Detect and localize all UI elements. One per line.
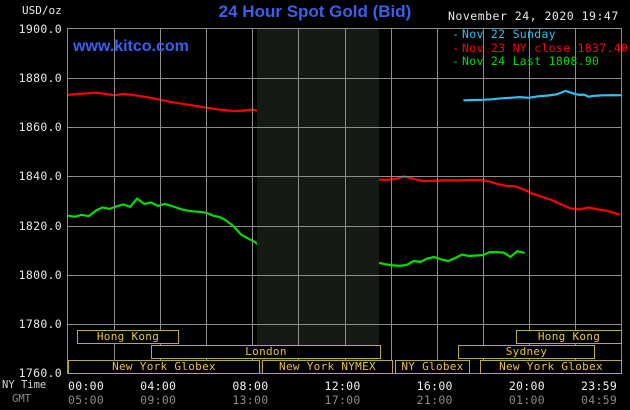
gmt-axis-label: GMT (12, 393, 31, 405)
y-tick-label: 1800.0 (18, 267, 62, 282)
gridline-vertical (298, 29, 299, 373)
x-tick-label-ny: 16:00 (416, 379, 453, 393)
gridline-horizontal (68, 176, 621, 177)
y-tick-label: 1820.0 (18, 218, 62, 233)
legend-swatch-icon: - (452, 27, 460, 41)
gridline-vertical (437, 29, 438, 373)
gridline-horizontal (68, 127, 621, 128)
session-bar-label: Hong Kong (96, 330, 160, 343)
chart-legend: - Nov 22 Sunday - Nov 23 NY close 1837.40- N… (452, 27, 629, 69)
session-bar-label: New York NYMEX (279, 360, 376, 373)
x-tick-label-ny: 00:00 (68, 379, 105, 393)
y-tick-label: 1900.0 (18, 22, 62, 36)
y-tick-label: 1780.0 (18, 316, 62, 331)
x-tick-label-gmt: 01:00 (508, 393, 545, 407)
session-bar (458, 345, 595, 359)
kitco-watermark: www.kitco.com (73, 38, 189, 55)
shaded-session-band (257, 29, 379, 373)
gridline-vertical (160, 29, 161, 373)
page-title: 24 Hour Spot Gold (Bid) (218, 2, 412, 21)
session-bar (262, 360, 393, 374)
x-tick-label-ny: 20:00 (508, 379, 545, 393)
session-bar (77, 330, 179, 344)
x-tick-label-gmt: 04:59 (581, 393, 618, 407)
gridline-vertical (575, 29, 576, 373)
series-line (463, 89, 621, 102)
session-bar (151, 345, 381, 359)
gridline-vertical (345, 29, 346, 373)
gridline-horizontal (68, 324, 621, 325)
session-bar-label: New York Globex (112, 360, 216, 373)
session-bar (516, 330, 622, 344)
x-tick-label-ny: 08:00 (232, 379, 269, 393)
gridline-horizontal (68, 275, 621, 276)
legend-item: - Nov 23 NY close 1837.40 (452, 40, 629, 56)
gridline-vertical (391, 29, 392, 373)
gridline-vertical (529, 29, 530, 373)
legend-item-label: Nov 23 NY close 1837.40 (462, 40, 629, 55)
session-bar-label: New York Globex (499, 360, 603, 373)
gridline-horizontal (68, 226, 621, 227)
x-tick-label-ny: 04:00 (140, 379, 177, 393)
gridline-vertical (252, 29, 253, 373)
y-tick-label: 1760.0 (18, 366, 62, 380)
y-tick-label: 1880.0 (18, 71, 62, 86)
x-tick-label-ny: 23:59 (581, 379, 618, 393)
x-tick-label-ny: 12:00 (324, 379, 361, 393)
y-tick-label: 1840.0 (18, 169, 62, 184)
session-bar (68, 360, 260, 374)
x-tick-label-gmt: 13:00 (232, 393, 269, 407)
session-bar (480, 360, 622, 374)
x-tick-label-gmt: 21:00 (416, 393, 453, 407)
gridline-horizontal (68, 78, 621, 79)
session-bar-label: Sydney (505, 345, 548, 358)
session-bar-label: NY Globex (401, 360, 464, 373)
gridline-vertical (114, 29, 115, 373)
x-tick-label-gmt: 09:00 (140, 393, 177, 407)
session-bar-label: London (245, 345, 287, 358)
y-axis-units-label: USD/oz (22, 4, 62, 17)
legend-item: - Nov 24 Last 1808.90 (452, 54, 628, 69)
legend-swatch-icon: - (452, 54, 460, 69)
legend-item-label: Nov 22 Sunday (462, 27, 556, 41)
gridline-vertical (483, 29, 484, 373)
session-bar-label: Hong Kong (537, 330, 601, 343)
x-tick-label-gmt: 17:00 (324, 393, 361, 407)
timestamp-label: November 24, 2020 19:47 (448, 9, 619, 23)
legend-swatch-icon: - (452, 40, 460, 55)
gridline-vertical (206, 29, 207, 373)
ny-time-axis-label: NY Time (2, 379, 47, 391)
y-tick-label: 1860.0 (18, 120, 62, 135)
legend-item: - Nov 22 Sunday (452, 27, 628, 42)
x-tick-label-gmt: 05:00 (68, 393, 105, 407)
legend-item-label: Nov 24 Last 1808.90 (462, 54, 600, 69)
chart-plot-area (67, 28, 622, 374)
session-bar (395, 360, 470, 374)
